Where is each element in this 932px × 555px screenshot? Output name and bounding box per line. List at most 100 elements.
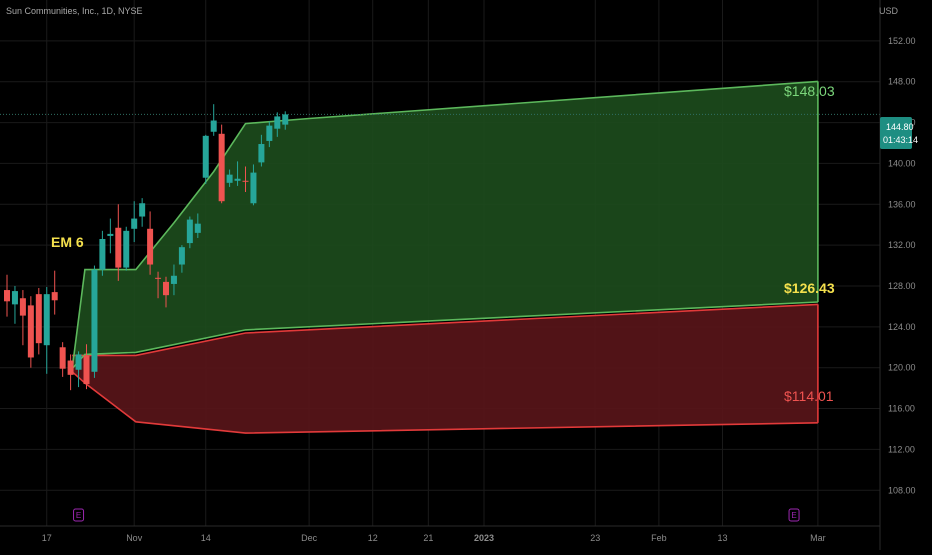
price-badge-bg xyxy=(880,117,912,149)
candle xyxy=(59,342,66,377)
time-tick-label: 2023 xyxy=(474,533,494,543)
candle xyxy=(131,201,138,243)
candle xyxy=(242,166,249,193)
candle xyxy=(75,351,82,388)
candle-body xyxy=(83,355,90,385)
candle xyxy=(155,271,162,299)
candle xyxy=(67,354,74,391)
candle-body xyxy=(4,290,10,302)
time-tick-label: Mar xyxy=(810,533,826,543)
candle-body xyxy=(115,227,122,268)
mid-target-label: $126.43 xyxy=(784,280,835,296)
candles xyxy=(4,104,289,391)
candle xyxy=(11,285,18,324)
price-tick-label: 116.00 xyxy=(888,404,915,414)
candle xyxy=(178,245,185,273)
candle-body xyxy=(91,269,98,372)
candle xyxy=(202,134,209,184)
earnings-marker: E xyxy=(73,508,85,522)
candle-body xyxy=(282,114,289,125)
candle-body xyxy=(234,178,241,181)
candle xyxy=(266,121,273,148)
candle-body xyxy=(107,233,114,236)
candle-body xyxy=(210,120,217,132)
price-tick-label: 140.00 xyxy=(888,158,916,168)
candle xyxy=(194,213,201,238)
em-label: EM 6 xyxy=(51,234,84,250)
price-tick-label: 148.00 xyxy=(888,77,916,87)
price-tick-label: 132.00 xyxy=(888,240,916,250)
earnings-icon xyxy=(73,508,85,522)
price-tick-label: 120.00 xyxy=(888,363,916,373)
price-badge-price: 144.80 xyxy=(886,122,914,132)
candle-body xyxy=(131,218,138,229)
candle-body xyxy=(59,347,66,369)
candle xyxy=(139,198,146,227)
candle-body xyxy=(258,144,265,163)
time-tick-label: 23 xyxy=(590,533,600,543)
time-tick-label: 12 xyxy=(368,533,378,543)
candle xyxy=(210,104,217,136)
candle xyxy=(27,296,34,368)
upper-band-top-line xyxy=(71,80,818,369)
candle xyxy=(35,288,42,355)
time-tick-label: Dec xyxy=(301,533,318,543)
candle xyxy=(51,270,58,315)
candle xyxy=(282,111,289,130)
price-tick-label: 108.00 xyxy=(888,485,916,495)
time-tick-label: 21 xyxy=(423,533,433,543)
earnings-icon xyxy=(788,508,800,522)
candle-body xyxy=(250,172,257,204)
symbol-title: Sun Communities, Inc., 1D, NYSE xyxy=(6,6,143,16)
candle-body xyxy=(178,247,185,265)
price-badge: 144.80 01:43:14 xyxy=(880,117,918,149)
candle xyxy=(234,161,241,186)
candle xyxy=(163,276,169,308)
candle xyxy=(115,204,122,281)
candle xyxy=(147,211,154,275)
candle xyxy=(4,274,10,317)
candle-body xyxy=(266,125,273,141)
candle-body xyxy=(170,275,177,284)
lower-band-fill xyxy=(72,304,818,434)
candle-body xyxy=(75,354,82,370)
candle-body xyxy=(11,291,18,305)
candle xyxy=(91,265,98,378)
candle-body xyxy=(139,203,146,217)
candle xyxy=(274,112,281,137)
candle xyxy=(186,216,193,249)
time-tick-label: Feb xyxy=(651,533,667,543)
candle-body xyxy=(51,292,58,301)
price-axis-bg xyxy=(880,0,932,550)
earnings-marker: E xyxy=(788,508,800,522)
candle xyxy=(107,218,114,254)
earnings-icon-letter: E xyxy=(791,511,796,520)
price-tick-label: 124.00 xyxy=(888,322,916,332)
price-badge-countdown: 01:43:14 xyxy=(883,135,918,145)
price-tick-label: 112.00 xyxy=(888,444,915,454)
candle-body xyxy=(155,277,162,279)
candle-body xyxy=(242,180,249,182)
candle xyxy=(218,124,225,204)
lower-target-label: $114.01 xyxy=(784,388,834,404)
candle xyxy=(123,226,130,271)
candle-body xyxy=(274,116,281,129)
candle-body xyxy=(218,133,225,202)
candle-body xyxy=(43,294,50,346)
candle-body xyxy=(67,360,74,375)
candle-body xyxy=(226,174,233,183)
candle-body xyxy=(35,294,42,344)
candle-body xyxy=(123,230,130,268)
currency-label: USD xyxy=(878,6,898,16)
candle xyxy=(83,344,90,390)
candle-body xyxy=(202,135,209,178)
price-tick-label: 128.00 xyxy=(888,281,916,291)
price-tick-label: 152.00 xyxy=(888,36,916,46)
time-tick-label: 13 xyxy=(717,533,727,543)
candle-body xyxy=(19,298,26,316)
upper-target-label: $148.03 xyxy=(784,83,835,99)
price-tick-label: 136.00 xyxy=(888,199,916,209)
